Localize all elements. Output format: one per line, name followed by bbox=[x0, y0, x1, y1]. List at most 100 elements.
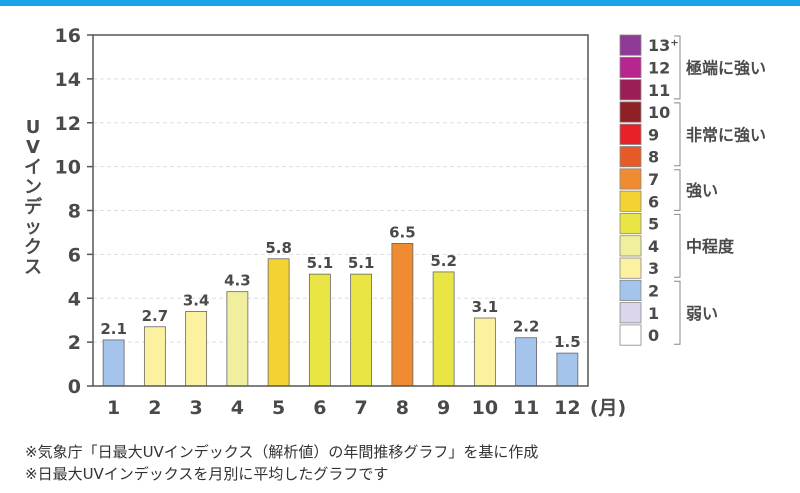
legend-level-label: 3 bbox=[648, 259, 659, 278]
bars: 2.1 2.7 3.4 4.3 5.8 5.1 5.1 6.5 5.2 3.1 2.2 1.5 bbox=[100, 223, 581, 387]
legend-level-label: 10 bbox=[648, 103, 670, 122]
legend-level-label: 0 bbox=[648, 326, 659, 345]
data-label: 2.7 bbox=[142, 307, 169, 325]
x-tick-label: 7 bbox=[355, 397, 368, 419]
top-accent-bar bbox=[0, 0, 800, 6]
bar-month-3 bbox=[185, 311, 208, 387]
bar-month-2 bbox=[143, 326, 166, 387]
legend-group-bracket bbox=[674, 102, 681, 167]
legend-swatch bbox=[619, 146, 642, 168]
y-axis-label-char: イ bbox=[24, 157, 42, 178]
data-label: 5.8 bbox=[265, 239, 292, 257]
bar-month-12 bbox=[556, 352, 579, 387]
bar-month-4 bbox=[226, 291, 249, 387]
y-axis-label-char: ッ bbox=[24, 217, 42, 238]
legend-swatch bbox=[619, 235, 642, 257]
data-label: 6.5 bbox=[389, 223, 416, 241]
data-label: 5.1 bbox=[307, 254, 334, 272]
legend-swatch bbox=[619, 302, 642, 324]
x-unit-label: (月) bbox=[590, 397, 626, 419]
legend-swatch bbox=[619, 123, 642, 145]
x-tick-label: 4 bbox=[231, 397, 244, 419]
legend-swatch bbox=[619, 279, 642, 301]
x-tick-label: 2 bbox=[148, 397, 161, 419]
y-tick-label: 4 bbox=[68, 288, 81, 310]
y-axis-label-char: ク bbox=[24, 237, 42, 258]
legend-swatch bbox=[619, 324, 642, 346]
legend-group-label: 極端に強い bbox=[685, 58, 766, 77]
legend-group-bracket bbox=[674, 35, 681, 100]
legend-swatch bbox=[619, 257, 642, 279]
x-tick-label: 5 bbox=[272, 397, 285, 419]
y-tick-label: 0 bbox=[68, 376, 81, 398]
legend-group-label: 強い bbox=[686, 181, 718, 200]
legend-swatch bbox=[619, 34, 642, 56]
bar-month-8 bbox=[391, 243, 414, 387]
legend-level-label: 2 bbox=[648, 281, 659, 300]
legend-swatch bbox=[619, 56, 642, 78]
y-axis-label-char: U bbox=[26, 117, 41, 138]
legend-level-label: 1 bbox=[648, 304, 659, 323]
bar-month-7 bbox=[350, 273, 373, 387]
y-tick-label: 6 bbox=[68, 244, 81, 266]
legend-group-label: 非常に強い bbox=[686, 125, 766, 144]
legend-level-label: 12 bbox=[648, 58, 670, 77]
x-tick-label: 6 bbox=[313, 397, 326, 419]
uv-index-bar-chart: 2.1 2.7 3.4 4.3 5.8 5.1 5.1 6.5 5.2 3.1 2.2 1.5 0 2 4… bbox=[24, 25, 766, 419]
bar-month-5 bbox=[267, 258, 290, 387]
y-axis-label-char: デ bbox=[24, 196, 43, 218]
legend-level-label: 9 bbox=[648, 125, 659, 144]
data-label: 5.1 bbox=[348, 254, 375, 272]
bar-month-11 bbox=[515, 337, 538, 387]
legend-group-bracket bbox=[674, 280, 681, 345]
y-tick-label: 16 bbox=[55, 25, 81, 47]
source-note: ※気象庁「日最大UVインデックス（解析値）の年間推移グラフ」を基に作成 bbox=[25, 443, 539, 461]
y-tick-label: 12 bbox=[55, 113, 81, 135]
legend-level-label: 13⁺ bbox=[648, 36, 679, 55]
y-axis-label-char: ン bbox=[24, 177, 42, 198]
data-label: 5.2 bbox=[430, 252, 457, 270]
data-label: 2.2 bbox=[513, 318, 540, 336]
y-axis-label-char: V bbox=[26, 137, 40, 158]
data-label: 3.1 bbox=[472, 298, 499, 316]
bar-month-1 bbox=[102, 339, 125, 387]
plot-frame bbox=[92, 34, 589, 387]
y-axis-label-char: ス bbox=[24, 257, 42, 278]
x-tick-label: 9 bbox=[437, 397, 450, 419]
legend-level-label: 8 bbox=[648, 148, 659, 167]
bar-month-10 bbox=[473, 317, 496, 387]
y-tick-label: 10 bbox=[55, 157, 81, 179]
legend-group-bracket bbox=[674, 213, 681, 278]
bar-month-9 bbox=[432, 271, 455, 387]
data-label: 3.4 bbox=[183, 291, 210, 309]
data-label: 4.3 bbox=[224, 272, 251, 290]
x-tick-label: 10 bbox=[472, 397, 498, 419]
legend-level-label: 5 bbox=[648, 215, 659, 234]
bar-month-6 bbox=[308, 273, 331, 387]
y-tick-label: 2 bbox=[68, 332, 81, 354]
average-note: ※日最大UVインデックスを月別に平均したグラフです bbox=[25, 465, 389, 483]
legend-level-label: 4 bbox=[648, 237, 659, 256]
legend-swatch bbox=[619, 168, 642, 190]
legend-level-label: 11 bbox=[648, 81, 670, 100]
y-axis-label: UVインデックス bbox=[24, 117, 43, 278]
legend-swatch bbox=[619, 101, 642, 123]
gridlines bbox=[93, 78, 588, 343]
data-label: 1.5 bbox=[554, 333, 581, 351]
legend-swatch bbox=[619, 212, 642, 235]
x-tick-label: 8 bbox=[396, 397, 409, 419]
legend-group-label: 中程度 bbox=[686, 237, 735, 256]
data-label: 2.1 bbox=[100, 320, 127, 338]
x-tick-label: 1 bbox=[107, 397, 120, 419]
legend-swatch bbox=[619, 190, 642, 212]
legend-swatch bbox=[619, 79, 642, 101]
x-tick-label: 11 bbox=[513, 397, 539, 419]
y-tick-label: 14 bbox=[55, 69, 81, 91]
legend-level-label: 6 bbox=[648, 192, 659, 211]
y-tick-label: 8 bbox=[68, 201, 81, 223]
legend-level-label: 7 bbox=[648, 170, 659, 189]
x-tick-label: 3 bbox=[190, 397, 203, 419]
x-tick-label: 12 bbox=[554, 397, 580, 419]
